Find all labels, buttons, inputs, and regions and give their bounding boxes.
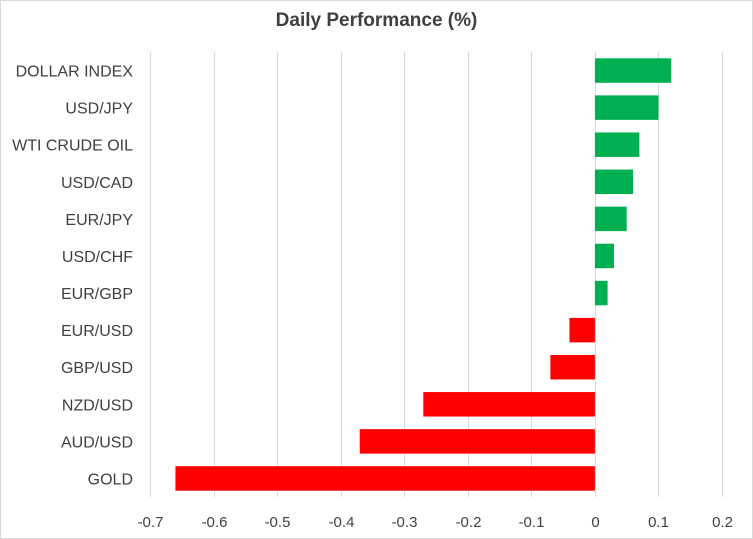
x-tick-label: 0.2 <box>712 514 733 531</box>
category-label: EUR/GBP <box>61 286 133 303</box>
bar <box>594 169 634 195</box>
x-tick-label: -0.6 <box>202 514 228 531</box>
x-tick-label: -0.2 <box>456 514 482 531</box>
bar <box>594 95 659 120</box>
category-label: EUR/USD <box>61 323 133 340</box>
category-label: USD/JPY <box>65 101 133 118</box>
category-label: USD/CHF <box>62 249 133 266</box>
bar <box>423 392 595 417</box>
category-label: NZD/USD <box>62 397 133 414</box>
x-tick-label: -0.4 <box>329 514 355 531</box>
bar <box>359 429 595 454</box>
x-tick-label: -0.5 <box>265 514 291 531</box>
category-label: GBP/USD <box>61 360 133 377</box>
bar-layer <box>175 58 672 491</box>
category-label: DOLLAR INDEX <box>16 64 134 81</box>
bar <box>594 58 672 83</box>
category-labels: DOLLAR INDEX USD/JPY WTI CRUDE OIL USD/CAD E… <box>12 64 133 489</box>
category-label: USD/CAD <box>61 175 133 192</box>
bar <box>594 243 614 269</box>
x-tick-label: -0.3 <box>392 514 418 531</box>
category-label: EUR/JPY <box>65 212 133 229</box>
bar <box>175 466 595 491</box>
x-axis-tick-labels: -0.7 -0.6 -0.5 -0.4 -0.3 -0.2 -0.1 0 0.1 0.2 <box>138 514 733 531</box>
bar <box>594 206 627 232</box>
x-tick-label: 0.1 <box>648 514 669 531</box>
x-tick-label: -0.1 <box>519 514 545 531</box>
category-label: WTI CRUDE OIL <box>12 138 133 155</box>
category-label: GOLD <box>88 471 133 488</box>
bar <box>550 354 595 380</box>
bar <box>569 317 595 343</box>
category-label: AUD/USD <box>61 434 133 451</box>
x-tick-label: 0 <box>591 514 599 531</box>
bar <box>594 280 608 306</box>
x-tick-label: -0.7 <box>138 514 164 531</box>
chart-title: Daily Performance (%) <box>275 10 478 31</box>
grid-layer <box>150 52 723 497</box>
bar <box>594 132 640 157</box>
